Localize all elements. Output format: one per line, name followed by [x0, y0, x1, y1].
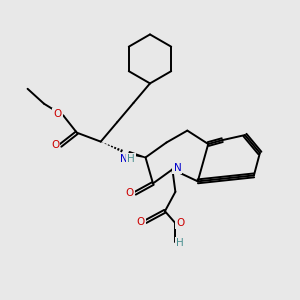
Text: H: H — [176, 238, 184, 248]
Text: O: O — [51, 140, 59, 150]
Text: N: N — [120, 154, 128, 164]
Text: O: O — [126, 188, 134, 198]
Text: O: O — [136, 217, 145, 227]
Text: O: O — [176, 218, 184, 228]
Text: O: O — [53, 109, 62, 119]
Text: N: N — [174, 163, 181, 173]
Text: H: H — [127, 154, 135, 164]
Polygon shape — [129, 152, 146, 158]
